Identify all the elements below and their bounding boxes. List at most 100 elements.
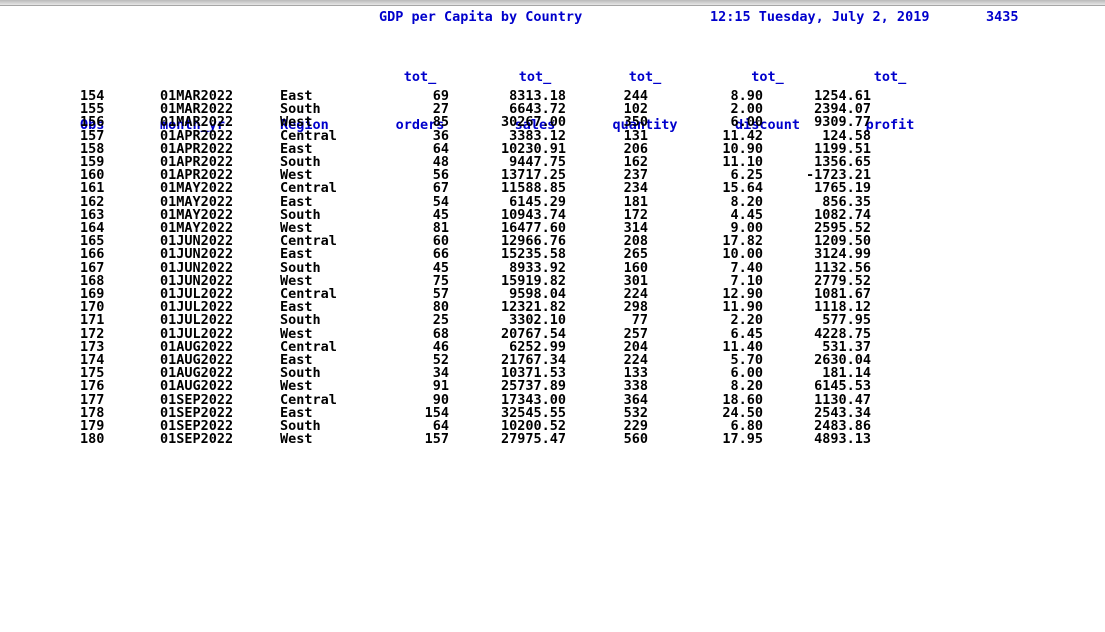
table-row: 155 01MAR2022 South 27 6643.72 102 2.00 2394.07 [0, 101, 871, 118]
cell-tot-sales: 12321.82 [500, 299, 566, 316]
cell-tot-orders: 25 [432, 312, 449, 329]
cell-tot-profit: 6145.53 [814, 378, 871, 395]
cell-month-yr: 01AUG2022 [160, 352, 234, 369]
cell-tot-orders: 57 [432, 286, 449, 303]
column-header-region: Region [280, 37, 329, 149]
cell-tot-quantity: 229 [623, 418, 648, 435]
cell-month-yr: 01SEP2022 [160, 431, 234, 448]
column-header-bottom: profit [865, 117, 915, 133]
cell-tot-quantity: 532 [623, 404, 648, 421]
cell-tot-sales: 27975.47 [500, 431, 566, 448]
table-row: 177 01SEP2022 Central 90 17343.00 364 18.60 113… [0, 391, 871, 408]
cell-month-yr: 01MAR2022 [160, 114, 234, 131]
cell-region: South [280, 259, 321, 276]
cell-tot-discount: 8.90 [730, 88, 763, 104]
cell-tot-sales: 10943.74 [500, 206, 566, 223]
cell-obs: 167 [80, 259, 105, 276]
cell-tot-quantity: 237 [623, 167, 648, 184]
cell-obs: 174 [80, 352, 105, 369]
cell-month-yr: 01MAY2022 [160, 220, 234, 237]
cell-tot-quantity: 204 [623, 338, 648, 355]
cell-tot-orders: 46 [432, 338, 449, 355]
cell-tot-sales: 30267.00 [500, 114, 566, 131]
table-row: 156 01MAR2022 West 85 30267.00 350 6.00 9309.77 [0, 114, 871, 131]
table-row: 165 01JUN2022 Central 60 12966.76 208 17.82 120… [0, 233, 871, 250]
cell-obs: 161 [80, 180, 105, 197]
cell-region: East [280, 88, 313, 104]
cell-tot-discount: 10.00 [722, 246, 763, 263]
table-row: 174 01AUG2022 East 52 21767.34 224 5.70 2630.04 [0, 352, 871, 369]
cell-tot-sales: 32545.55 [500, 404, 566, 421]
cell-tot-orders: 64 [432, 418, 449, 435]
cell-region: West [280, 114, 313, 131]
data-listing-table: 154 01MAR2022 East 69 8313.18 244 8.90 1254.61 1… [0, 88, 871, 448]
cell-region: South [280, 206, 321, 223]
cell-tot-quantity: 364 [623, 391, 648, 408]
cell-month-yr: 01MAR2022 [160, 88, 234, 104]
cell-month-yr: 01APR2022 [160, 154, 234, 171]
cell-obs: 163 [80, 206, 105, 223]
cell-tot-discount: 6.25 [730, 167, 763, 184]
cell-region: South [280, 154, 321, 171]
column-header-top: tot_ [403, 69, 437, 85]
cell-tot-discount: 11.42 [722, 127, 763, 144]
cell-month-yr: 01JUL2022 [160, 286, 234, 303]
column-header-bottom: sales [514, 117, 556, 133]
cell-tot-sales: 8313.18 [509, 88, 566, 104]
cell-tot-quantity: 301 [623, 272, 648, 289]
cell-tot-discount: 17.95 [722, 431, 763, 448]
table-row: 173 01AUG2022 Central 46 6252.99 204 11.40 531.… [0, 338, 871, 355]
cell-tot-sales: 6643.72 [509, 101, 566, 118]
cell-obs: 173 [80, 338, 105, 355]
cell-tot-profit: 531.37 [822, 338, 871, 355]
cell-tot-discount: 7.10 [730, 272, 763, 289]
cell-tot-profit: 1765.19 [814, 180, 871, 197]
cell-obs: 165 [80, 233, 105, 250]
cell-region: Central [280, 338, 337, 355]
cell-region: East [280, 140, 313, 157]
report-page-number: 3435 [986, 9, 1019, 25]
table-row: 176 01AUG2022 West 91 25737.89 338 8.20 6145.53 [0, 378, 871, 395]
table-row: 170 01JUL2022 East 80 12321.82 298 11.90 1118.1… [0, 299, 871, 316]
cell-tot-quantity: 314 [623, 220, 648, 237]
table-row: 158 01APR2022 East 64 10230.91 206 10.90 1199.5… [0, 140, 871, 157]
cell-tot-discount: 17.82 [722, 233, 763, 250]
cell-obs: 157 [80, 127, 105, 144]
cell-tot-sales: 15235.58 [500, 246, 566, 263]
cell-month-yr: 01APR2022 [160, 127, 234, 144]
cell-month-yr: 01JUL2022 [160, 312, 234, 329]
cell-tot-sales: 6252.99 [509, 338, 566, 355]
cell-tot-profit: 2630.04 [814, 352, 871, 369]
cell-tot-profit: 577.95 [822, 312, 871, 329]
column-header-month-yr: month_yr [160, 37, 225, 149]
cell-tot-discount: 4.45 [730, 206, 763, 223]
cell-tot-discount: 18.60 [722, 391, 763, 408]
cell-tot-profit: 1254.61 [814, 88, 871, 104]
cell-region: East [280, 246, 313, 263]
cell-tot-quantity: 208 [623, 233, 648, 250]
cell-obs: 168 [80, 272, 105, 289]
cell-tot-discount: 2.00 [730, 101, 763, 118]
cell-region: West [280, 272, 313, 289]
column-header-top: tot_ [518, 69, 552, 85]
cell-tot-orders: 54 [432, 193, 449, 210]
cell-tot-orders: 60 [432, 233, 449, 250]
column-header-bottom: discount [734, 117, 801, 133]
table-row: 172 01JUL2022 West 68 20767.54 257 6.45 4228.75 [0, 327, 871, 341]
cell-tot-orders: 48 [432, 154, 449, 171]
cell-obs: 179 [80, 418, 105, 435]
cell-tot-quantity: 224 [623, 352, 648, 369]
cell-obs: 171 [80, 312, 105, 329]
cell-tot-profit: -1723.21 [805, 167, 871, 184]
cell-region: South [280, 312, 321, 329]
cell-month-yr: 01AUG2022 [160, 338, 234, 355]
table-row: 167 01JUN2022 South 45 8933.92 160 7.40 1132.56 [0, 259, 871, 276]
cell-tot-profit: 4893.13 [814, 431, 871, 448]
table-row: 166 01JUN2022 East 66 15235.58 265 10.00 3124.9… [0, 246, 871, 263]
cell-tot-profit: 1209.50 [814, 233, 871, 250]
table-row: 160 01APR2022 West 56 13717.25 237 6.25 -1723.2… [0, 167, 871, 184]
cell-region: East [280, 404, 313, 421]
cell-tot-quantity: 298 [623, 299, 648, 316]
column-header-top [280, 69, 329, 85]
cell-tot-quantity: 77 [631, 312, 648, 329]
